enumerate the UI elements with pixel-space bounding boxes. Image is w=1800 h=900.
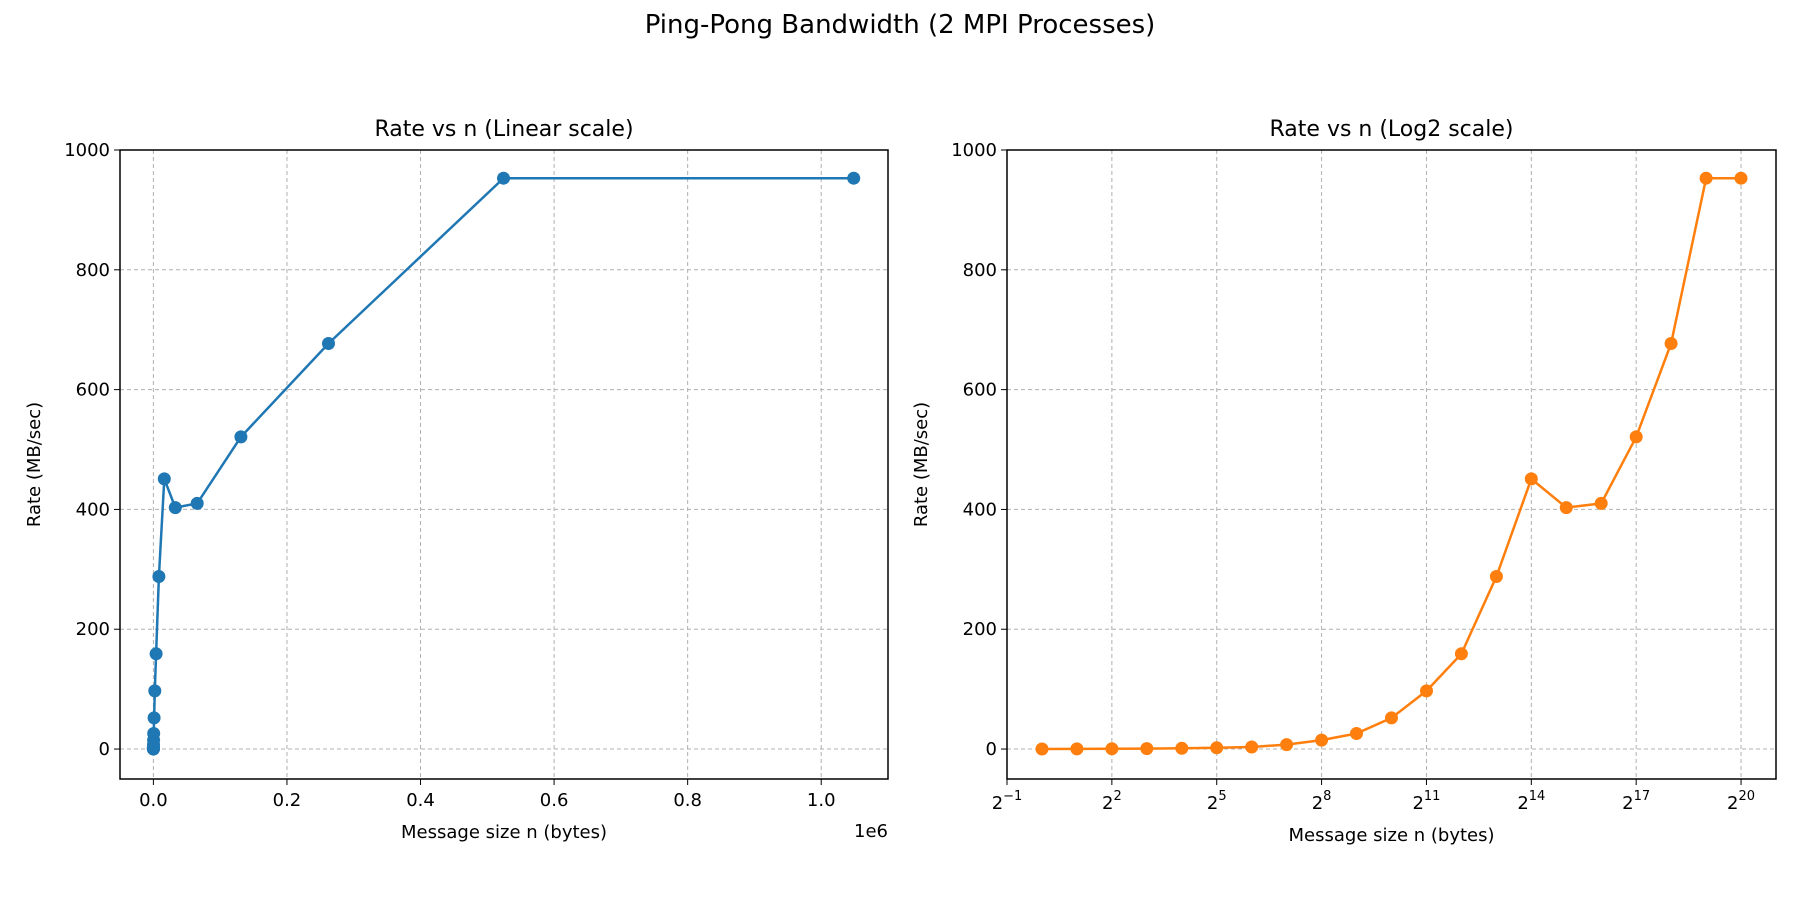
y-tick-label: 1000	[951, 140, 997, 161]
y-tick-label: 800	[76, 260, 110, 281]
axes-frame	[119, 149, 889, 780]
x-tick-label: 0.2	[273, 790, 302, 811]
x-tick-label: 0.6	[540, 790, 569, 811]
x-tick-label: 0.0	[139, 790, 168, 811]
series-line	[152, 176, 854, 749]
x-tick-label: 0.4	[406, 790, 435, 811]
y-tick-label: 400	[76, 499, 110, 520]
y-tick-label: 1000	[64, 140, 110, 161]
axes-frame	[1006, 149, 1777, 780]
data-point	[847, 171, 861, 185]
y-tick-label: 600	[963, 380, 997, 401]
data-point	[1315, 733, 1329, 747]
y-axis-label: Rate (MB/sec)	[24, 402, 45, 527]
figure-suptitle: Ping-Pong Bandwidth (2 MPI Processes)	[644, 10, 1156, 40]
data-point	[1140, 742, 1154, 756]
y-tick-label: 800	[963, 260, 997, 281]
data-point	[147, 711, 161, 725]
data-point	[1734, 171, 1748, 185]
x-tick-label: 25	[1207, 789, 1227, 814]
x-tick-label: 1.0	[807, 790, 836, 811]
data-point	[168, 501, 182, 515]
data-point	[1454, 647, 1468, 661]
data-point	[1489, 570, 1503, 583]
data-point	[1245, 740, 1259, 754]
x-tick-label: 2−1	[992, 789, 1023, 814]
grid-lines	[120, 149, 888, 779]
x-tick-label: 214	[1517, 789, 1545, 814]
x-tick-label: 220	[1727, 789, 1755, 814]
data-point	[1664, 337, 1678, 350]
y-tick-label: 600	[76, 380, 110, 401]
data-point	[1210, 741, 1224, 755]
y-tick-label: 200	[76, 619, 110, 640]
data-point	[1280, 738, 1294, 752]
data-point	[1524, 472, 1538, 486]
chart-right: 0 200 400 600 800 1000 2−1 22 25 28 211 214 217 220 Ra…	[911, 117, 1777, 846]
data-point	[1699, 171, 1713, 185]
y-axis-label: Rate (MB/sec)	[911, 402, 932, 527]
y-tick-label: 0	[986, 739, 997, 760]
data-point	[234, 430, 248, 444]
data-point	[1070, 742, 1084, 756]
data-point	[148, 684, 162, 698]
x-axis-label: Message size n (bytes)	[1289, 825, 1495, 846]
grid-lines	[1006, 149, 1776, 779]
data-point	[1420, 684, 1433, 698]
chart-title: Rate vs n (Linear scale)	[374, 117, 633, 142]
data-point	[1559, 501, 1573, 515]
data-point	[497, 171, 510, 185]
data-point	[1594, 496, 1608, 510]
data-point	[149, 647, 163, 661]
chart-title: Rate vs n (Log2 scale)	[1270, 117, 1514, 142]
x-tick-label: 217	[1622, 789, 1650, 814]
data-point	[322, 337, 335, 350]
data-point	[1629, 430, 1643, 444]
x-tick-label: 0.8	[673, 790, 702, 811]
x-tick-label: 22	[1102, 789, 1122, 814]
x-tick-label: 28	[1312, 789, 1332, 814]
chart-left: 0 200 400 600 800 1000 0.0 0.2 0.4 0.6 0.8 1.0 1e6 Ra…	[24, 117, 889, 843]
data-point	[147, 727, 161, 740]
x-offset-label: 1e6	[854, 821, 888, 842]
y-tick-label: 400	[963, 499, 997, 520]
data-point	[1385, 711, 1398, 725]
data-point	[1105, 742, 1119, 756]
data-point	[1175, 741, 1189, 755]
x-axis-label: Message size n (bytes)	[401, 822, 607, 843]
y-tick-label: 0	[99, 739, 110, 760]
data-point	[1035, 742, 1049, 756]
data-point	[190, 496, 204, 510]
x-tick-label: 211	[1412, 789, 1440, 814]
data-point	[157, 472, 171, 486]
data-point	[1350, 727, 1363, 740]
y-tick-label: 200	[963, 619, 997, 640]
data-point	[152, 570, 166, 583]
